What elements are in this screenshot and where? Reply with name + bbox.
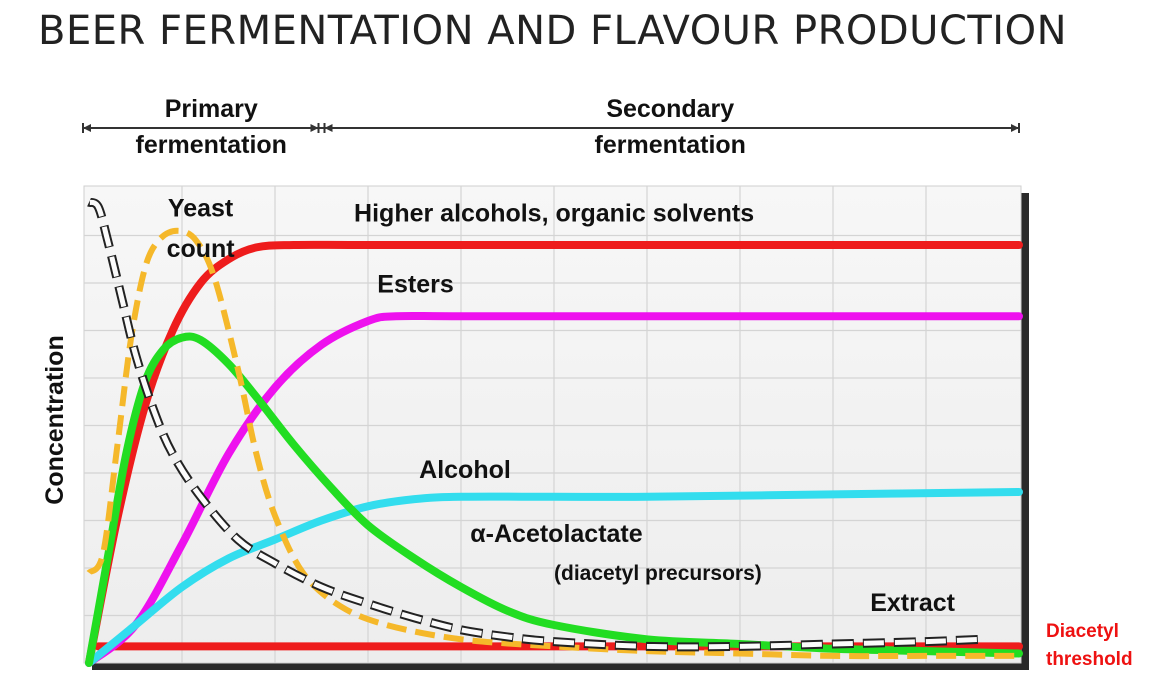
series-alcohol [85, 488, 1023, 667]
label-yeast: Yeast [168, 195, 234, 223]
diacetyl-threshold-note: Diacetyl threshold [1046, 618, 1156, 674]
phase-arrowhead [324, 124, 333, 132]
series-esters [85, 311, 1023, 667]
phase-label-primary-line2: fermentation [136, 131, 287, 159]
label-acetolactate: α-Acetolactate [470, 520, 642, 548]
series-yeast-count [86, 227, 1019, 660]
phase-arrowhead [1011, 124, 1019, 132]
phase-arrowhead [83, 124, 91, 132]
annotations: Yeast count Higher alcohols, organic solve… [167, 195, 956, 617]
phase-label-primary: Primary [165, 95, 258, 123]
series-group [85, 197, 1023, 667]
label-diacetyl-precursors: (diacetyl precursors) [554, 562, 762, 585]
series-higher-alcohols-organic-solvents [85, 240, 1023, 667]
label-count: count [167, 235, 236, 263]
y-axis-label: Concentration [41, 335, 69, 504]
plot-area [83, 185, 1022, 664]
label-esters: Esters [377, 271, 453, 299]
series-extract-core [87, 199, 982, 650]
label-alcohol: Alcohol [419, 456, 511, 484]
threshold-note-line1: Diacetyl [1046, 621, 1119, 642]
label-higher-alcohols-organic-solvents: Higher alcohols, organic solvents [354, 199, 754, 227]
phase-bar: Primary fermentation Secondary fermentation [82, 95, 1020, 159]
page-title: BEER FERMENTATION AND FLAVOUR PRODUCTION [38, 8, 1068, 54]
phase-label-secondary-line2: fermentation [595, 131, 746, 159]
label-extract: Extract [870, 589, 955, 617]
threshold-note-line2: threshold [1046, 649, 1133, 670]
phase-label-secondary: Secondary [606, 95, 734, 123]
phase-arrowhead [310, 124, 319, 132]
